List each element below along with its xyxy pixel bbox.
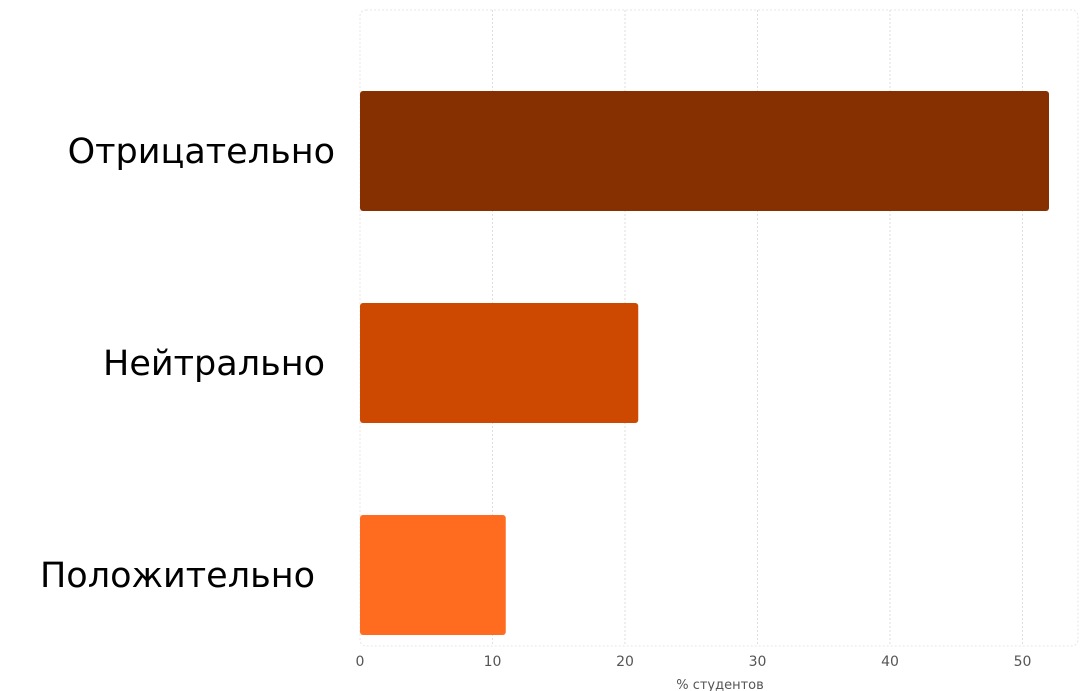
- bar: [360, 515, 506, 635]
- bar: [360, 303, 639, 423]
- x-tick-label: 0: [356, 654, 365, 670]
- x-tick-label: 10: [484, 654, 502, 670]
- x-axis-title: % студентов: [676, 678, 764, 691]
- x-tick-label: 40: [881, 654, 899, 670]
- x-tick-label: 50: [1014, 654, 1032, 670]
- category-labels: Отрицательно Нейтрально Положительно: [40, 132, 335, 596]
- x-tick-label: 20: [616, 654, 634, 670]
- x-tick-label: 30: [749, 654, 767, 670]
- bars: [360, 91, 1049, 635]
- x-tick-labels: 0 10 20 30 40 50: [356, 654, 1032, 670]
- plot-area: [359, 9, 1079, 647]
- category-label: Отрицательно: [68, 132, 335, 172]
- category-label: Положительно: [40, 556, 315, 596]
- bar: [360, 91, 1049, 211]
- category-label: Нейтрально: [103, 344, 325, 384]
